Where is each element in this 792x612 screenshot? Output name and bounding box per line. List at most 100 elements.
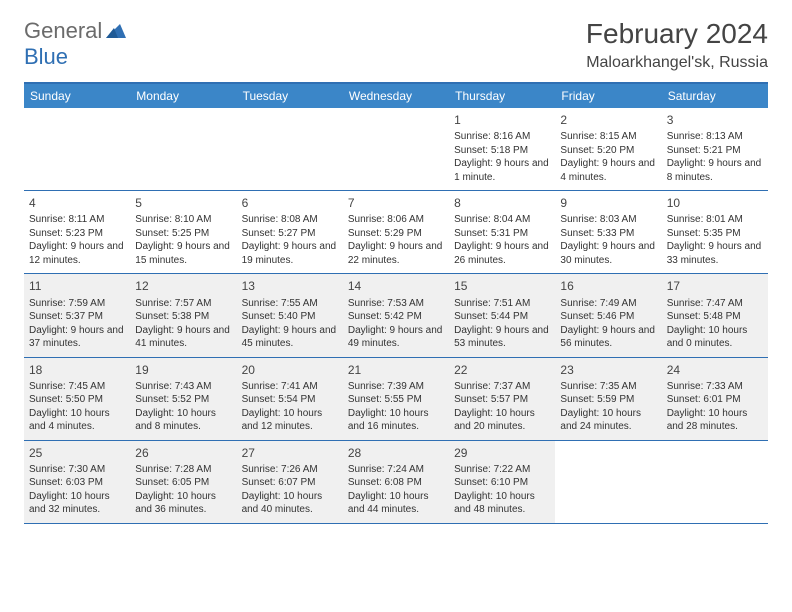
sunset-line: Sunset: 5:44 PM xyxy=(454,310,550,324)
day-cell: 12Sunrise: 7:57 AMSunset: 5:38 PMDayligh… xyxy=(130,274,236,356)
day-cell: 17Sunrise: 7:47 AMSunset: 5:48 PMDayligh… xyxy=(662,274,768,356)
day-number: 16 xyxy=(560,278,656,294)
sunrise-line: Sunrise: 7:41 AM xyxy=(242,380,338,394)
sunrise-line: Sunrise: 7:45 AM xyxy=(29,380,125,394)
daylight-line: Daylight: 10 hours and 4 minutes. xyxy=(29,407,125,434)
day-number: 23 xyxy=(560,362,656,378)
sunset-line: Sunset: 5:31 PM xyxy=(454,227,550,241)
day-cell: 20Sunrise: 7:41 AMSunset: 5:54 PMDayligh… xyxy=(237,358,343,440)
sunrise-line: Sunrise: 7:49 AM xyxy=(560,297,656,311)
daylight-line: Daylight: 10 hours and 40 minutes. xyxy=(242,490,338,517)
day-cell: 13Sunrise: 7:55 AMSunset: 5:40 PMDayligh… xyxy=(237,274,343,356)
sunset-line: Sunset: 5:40 PM xyxy=(242,310,338,324)
daylight-line: Daylight: 9 hours and 12 minutes. xyxy=(29,240,125,267)
page-header: General February 2024 Maloarkhangel'sk, … xyxy=(24,18,768,72)
daylight-line: Daylight: 9 hours and 49 minutes. xyxy=(348,324,444,351)
day-cell: 7Sunrise: 8:06 AMSunset: 5:29 PMDaylight… xyxy=(343,191,449,273)
day-number: 15 xyxy=(454,278,550,294)
day-number: 27 xyxy=(242,445,338,461)
day-cell: 10Sunrise: 8:01 AMSunset: 5:35 PMDayligh… xyxy=(662,191,768,273)
day-number: 22 xyxy=(454,362,550,378)
day-number: 25 xyxy=(29,445,125,461)
sunset-line: Sunset: 5:42 PM xyxy=(348,310,444,324)
sunrise-line: Sunrise: 7:59 AM xyxy=(29,297,125,311)
sunset-line: Sunset: 5:46 PM xyxy=(560,310,656,324)
sunrise-line: Sunrise: 8:08 AM xyxy=(242,213,338,227)
sunrise-line: Sunrise: 7:24 AM xyxy=(348,463,444,477)
sunrise-line: Sunrise: 7:28 AM xyxy=(135,463,231,477)
day-cell: 5 Sunrise: 8:10 AMSunset: 5:25 PMDaylight… xyxy=(130,191,236,273)
daylight-line: Daylight: 9 hours and 41 minutes. xyxy=(135,324,231,351)
day-cell: 25Sunrise: 7:30 AMSunset: 6:03 PMDayligh… xyxy=(24,441,130,523)
sunset-line: Sunset: 5:50 PM xyxy=(29,393,125,407)
sunset-line: Sunset: 5:20 PM xyxy=(560,144,656,158)
day-cell: 28Sunrise: 7:24 AMSunset: 6:08 PMDayligh… xyxy=(343,441,449,523)
daylight-line: Daylight: 10 hours and 32 minutes. xyxy=(29,490,125,517)
sunrise-line: Sunrise: 8:10 AM xyxy=(135,213,231,227)
sunrise-line: Sunrise: 8:06 AM xyxy=(348,213,444,227)
sunrise-line: Sunrise: 7:43 AM xyxy=(135,380,231,394)
daylight-line: Daylight: 9 hours and 4 minutes. xyxy=(560,157,656,184)
daylight-line: Daylight: 9 hours and 22 minutes. xyxy=(348,240,444,267)
day-cell: 19Sunrise: 7:43 AMSunset: 5:52 PMDayligh… xyxy=(130,358,236,440)
day-number: 13 xyxy=(242,278,338,294)
sunrise-line: Sunrise: 7:30 AM xyxy=(29,463,125,477)
sunrise-line: Sunrise: 8:04 AM xyxy=(454,213,550,227)
sunrise-line: Sunrise: 8:03 AM xyxy=(560,213,656,227)
sunrise-line: Sunrise: 7:37 AM xyxy=(454,380,550,394)
day-cell: 1Sunrise: 8:16 AMSunset: 5:18 PMDaylight… xyxy=(449,108,555,190)
daylight-line: Daylight: 10 hours and 28 minutes. xyxy=(667,407,763,434)
sunset-line: Sunset: 5:18 PM xyxy=(454,144,550,158)
day-header-monday: Monday xyxy=(130,84,236,108)
logo: General xyxy=(24,18,128,44)
sunrise-line: Sunrise: 7:33 AM xyxy=(667,380,763,394)
day-number: 6 xyxy=(242,195,338,211)
sunrise-line: Sunrise: 7:39 AM xyxy=(348,380,444,394)
sunrise-line: Sunrise: 8:01 AM xyxy=(667,213,763,227)
week-row: 11Sunrise: 7:59 AMSunset: 5:37 PMDayligh… xyxy=(24,274,768,357)
day-cell: 4Sunrise: 8:11 AMSunset: 5:23 PMDaylight… xyxy=(24,191,130,273)
daylight-line: Daylight: 9 hours and 8 minutes. xyxy=(667,157,763,184)
day-number: 7 xyxy=(348,195,444,211)
daylight-line: Daylight: 9 hours and 19 minutes. xyxy=(242,240,338,267)
daylight-line: Daylight: 10 hours and 0 minutes. xyxy=(667,324,763,351)
day-cell: 21Sunrise: 7:39 AMSunset: 5:55 PMDayligh… xyxy=(343,358,449,440)
day-number: 2 xyxy=(560,112,656,128)
sunset-line: Sunset: 5:55 PM xyxy=(348,393,444,407)
logo-text-blue: Blue xyxy=(24,44,68,69)
day-number: 14 xyxy=(348,278,444,294)
day-cell: 3Sunrise: 8:13 AMSunset: 5:21 PMDaylight… xyxy=(662,108,768,190)
day-header-wednesday: Wednesday xyxy=(343,84,449,108)
sunrise-line: Sunrise: 7:26 AM xyxy=(242,463,338,477)
sunset-line: Sunset: 6:01 PM xyxy=(667,393,763,407)
day-number: 18 xyxy=(29,362,125,378)
title-block: February 2024 Maloarkhangel'sk, Russia xyxy=(586,18,768,72)
day-cell: 15Sunrise: 7:51 AMSunset: 5:44 PMDayligh… xyxy=(449,274,555,356)
sunrise-line: Sunrise: 7:22 AM xyxy=(454,463,550,477)
sunrise-line: Sunrise: 7:55 AM xyxy=(242,297,338,311)
month-title: February 2024 xyxy=(586,18,768,50)
week-row: 18Sunrise: 7:45 AMSunset: 5:50 PMDayligh… xyxy=(24,358,768,441)
day-cell xyxy=(662,441,768,523)
day-header-tuesday: Tuesday xyxy=(237,84,343,108)
day-cell: 11Sunrise: 7:59 AMSunset: 5:37 PMDayligh… xyxy=(24,274,130,356)
daylight-line: Daylight: 10 hours and 24 minutes. xyxy=(560,407,656,434)
sunset-line: Sunset: 5:27 PM xyxy=(242,227,338,241)
day-number: 5 xyxy=(135,195,231,211)
sunset-line: Sunset: 5:35 PM xyxy=(667,227,763,241)
day-number: 29 xyxy=(454,445,550,461)
day-number: 11 xyxy=(29,278,125,294)
day-cell xyxy=(24,108,130,190)
day-cell: 27Sunrise: 7:26 AMSunset: 6:07 PMDayligh… xyxy=(237,441,343,523)
daylight-line: Daylight: 9 hours and 33 minutes. xyxy=(667,240,763,267)
day-cell: 8Sunrise: 8:04 AMSunset: 5:31 PMDaylight… xyxy=(449,191,555,273)
sunset-line: Sunset: 5:25 PM xyxy=(135,227,231,241)
day-cell: 16Sunrise: 7:49 AMSunset: 5:46 PMDayligh… xyxy=(555,274,661,356)
day-number: 20 xyxy=(242,362,338,378)
logo-text-general: General xyxy=(24,18,102,44)
daylight-line: Daylight: 9 hours and 15 minutes. xyxy=(135,240,231,267)
calendar: Sunday Monday Tuesday Wednesday Thursday… xyxy=(24,82,768,524)
day-number: 8 xyxy=(454,195,550,211)
day-number: 3 xyxy=(667,112,763,128)
day-number: 17 xyxy=(667,278,763,294)
